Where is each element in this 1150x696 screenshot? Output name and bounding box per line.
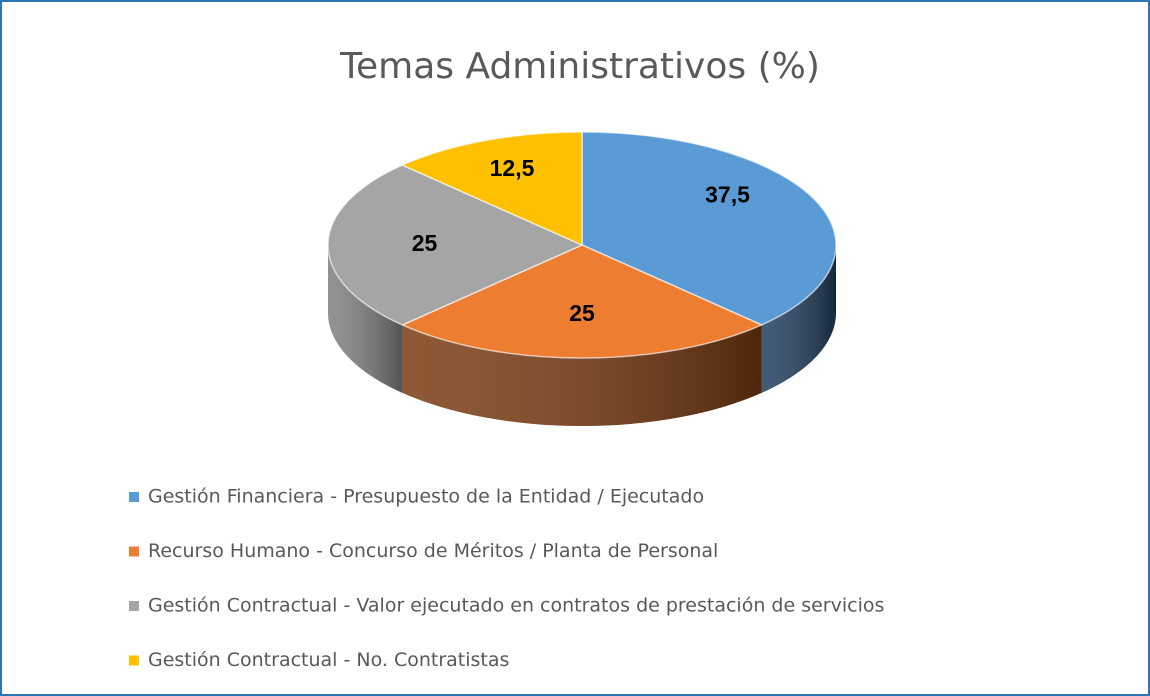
slice-top — [400, 244, 764, 359]
pie-slice — [400, 131, 583, 247]
pie-slice — [400, 244, 764, 427]
pie-slice — [581, 131, 837, 393]
legend-label: Gestión Contractual - Valor ejecutado en… — [148, 595, 884, 617]
pie-slice — [327, 164, 584, 393]
legend-label: Recurso Humano - Concurso de Méritos / P… — [148, 540, 718, 562]
legend-label: Gestión Financiera - Presupuesto de la E… — [148, 486, 704, 508]
data-label: 12,5 — [490, 155, 535, 181]
slice-side-shade — [761, 245, 836, 393]
chart-title: Temas Administrativos (%) — [339, 46, 820, 87]
data-label: 25 — [569, 300, 595, 326]
legend-swatch — [129, 655, 139, 666]
slice-side-shade — [328, 245, 403, 393]
data-label: 37,5 — [705, 181, 750, 207]
slice-side-shade — [402, 324, 762, 427]
slice-top — [400, 131, 583, 247]
legend-swatch — [129, 492, 139, 502]
slice-top — [581, 131, 837, 326]
legend-label: Gestión Contractual - No. Contratistas — [148, 649, 509, 671]
slice-top — [327, 164, 584, 326]
legend-swatch — [129, 546, 139, 557]
legend-swatch — [129, 601, 139, 611]
data-label: 25 — [412, 230, 438, 256]
